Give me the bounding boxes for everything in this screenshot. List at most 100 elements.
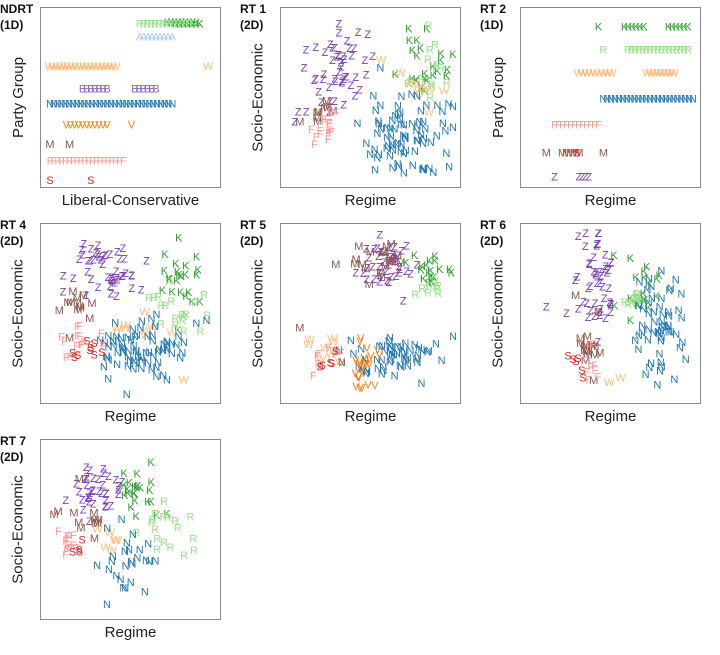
point-R: R (630, 294, 638, 306)
point-R: R (425, 20, 433, 32)
point-N: N (386, 151, 394, 163)
point-R: R (404, 78, 412, 90)
point-K: K (684, 22, 692, 34)
point-N: N (335, 345, 343, 357)
point-N: N (105, 355, 113, 367)
point-Z: Z (576, 172, 583, 184)
point-M: M (582, 346, 591, 358)
point-K: K (411, 250, 419, 262)
point-Z: Z (403, 266, 410, 278)
point-B: B (99, 84, 106, 96)
point-R: R (190, 545, 198, 557)
scatter-plot: KKKKKKKKKKKKKKKKRRRRRRRRRRRRRRRAAAAAAAAA… (45, 17, 214, 187)
point-N: N (603, 94, 611, 106)
point-F: F (85, 155, 92, 167)
point-K: K (611, 301, 619, 313)
point-Z: Z (596, 278, 603, 290)
point-N: N (666, 94, 674, 106)
point-M: M (570, 147, 579, 159)
point-N: N (138, 98, 146, 110)
y-axis-label: Socio-Economic (244, 7, 272, 188)
point-Z: Z (369, 51, 376, 63)
point-R: R (189, 19, 197, 31)
point-N: N (664, 321, 672, 333)
point-K: K (425, 267, 433, 279)
point-K: K (627, 293, 635, 305)
point-Z: Z (371, 274, 378, 286)
point-K: K (409, 74, 417, 86)
point-N: N (681, 94, 689, 106)
point-V: V (357, 364, 365, 376)
point-M: M (382, 241, 391, 253)
point-N: N (657, 335, 665, 347)
point-W: W (45, 61, 56, 73)
point-N: N (439, 118, 447, 130)
point-W: W (76, 61, 87, 73)
point-Z: Z (115, 485, 122, 497)
point-N: N (144, 358, 152, 370)
point-S: S (98, 347, 105, 359)
point-K: K (413, 75, 421, 87)
point-N: N (354, 118, 362, 130)
panel-title: RT 1 (2D) (240, 1, 266, 33)
panel-title: RT 7 (2D) (0, 433, 26, 465)
point-N: N (134, 351, 142, 363)
point-K: K (193, 251, 201, 263)
point-W: W (586, 67, 597, 79)
point-R: R (624, 299, 632, 311)
point-N: N (397, 341, 405, 353)
point-R: R (187, 511, 195, 523)
point-Z: Z (551, 172, 558, 184)
point-N: N (409, 160, 417, 172)
point-K: K (130, 489, 138, 501)
point-K: K (625, 22, 633, 34)
point-Z: Z (382, 246, 389, 258)
point-N: N (415, 343, 423, 355)
point-Z: Z (83, 290, 90, 302)
point-Z: Z (292, 116, 299, 128)
point-Z: Z (388, 251, 395, 263)
point-F: F (314, 351, 321, 363)
point-K: K (413, 50, 421, 62)
point-N: N (413, 126, 421, 138)
point-K: K (177, 287, 185, 299)
point-V: V (371, 380, 379, 392)
point-N: N (411, 340, 419, 352)
point-M: M (386, 251, 395, 263)
point-N: N (203, 315, 211, 327)
point-N: N (404, 361, 412, 373)
point-R: R (147, 19, 155, 31)
panel-title-line2: (2D) (240, 18, 264, 32)
point-K: K (629, 22, 637, 34)
point-N: N (414, 350, 422, 362)
point-V: V (352, 368, 360, 380)
point-K: K (193, 269, 201, 281)
point-N: N (112, 332, 120, 344)
point-R: R (662, 45, 670, 57)
point-N: N (390, 349, 398, 361)
point-N: N (418, 378, 426, 390)
point-K: K (175, 270, 183, 282)
point-K: K (159, 285, 167, 297)
point-M: M (295, 323, 304, 335)
point-S: S (570, 354, 577, 366)
point-R: R (426, 92, 434, 104)
point-Z: Z (81, 238, 88, 250)
point-M: M (90, 533, 99, 545)
point-F: F (327, 125, 334, 137)
point-N: N (647, 281, 655, 293)
point-N: N (103, 523, 111, 535)
point-K: K (610, 250, 618, 262)
point-N: N (153, 371, 161, 383)
point-N: N (442, 148, 450, 160)
point-N: N (665, 311, 673, 323)
point-N: N (383, 123, 391, 135)
point-N: N (73, 98, 81, 110)
point-R: R (136, 19, 144, 31)
point-N: N (142, 555, 150, 567)
point-N: N (178, 348, 186, 360)
point-N: N (338, 357, 346, 369)
y-axis-label-text: Socio-Economic (9, 475, 27, 584)
